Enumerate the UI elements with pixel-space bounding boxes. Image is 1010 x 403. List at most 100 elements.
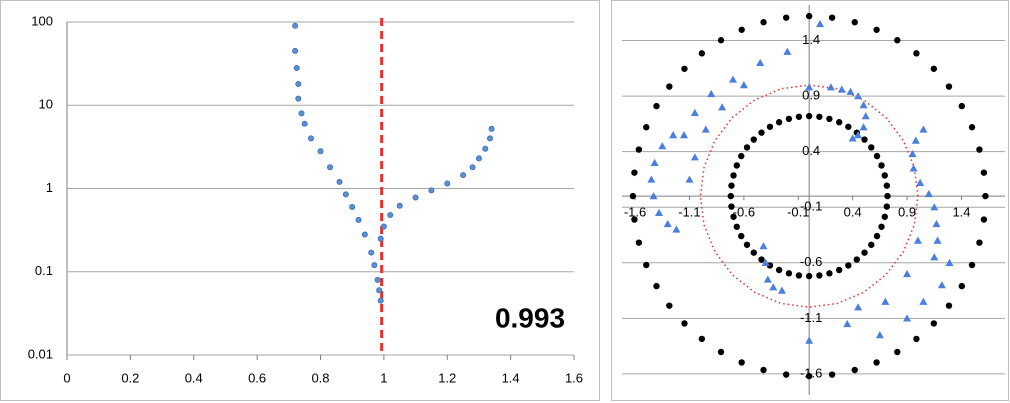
point [805,112,813,120]
point [763,275,772,283]
point [785,115,793,123]
point [881,297,890,305]
point [826,270,833,277]
point [932,219,941,228]
point [701,125,710,133]
point [782,14,790,21]
y-tick-label: 0.1 [35,263,53,278]
point [629,192,637,200]
point [878,223,885,230]
point [894,37,901,44]
y-tick-label: 10 [39,97,53,112]
point [301,120,308,127]
point [738,152,745,160]
x-tick-label: 0 [63,370,70,385]
point [933,236,942,244]
point [775,266,783,274]
point [650,158,659,166]
point [968,124,976,131]
point [945,258,954,266]
point [377,297,384,304]
point [968,261,976,269]
y-tick-label: 1 [46,180,53,195]
x-tick-label: 1.4 [952,205,970,220]
point [805,372,813,380]
point [428,187,435,194]
point [881,172,888,179]
y-tick-label: 100 [31,13,53,28]
point [805,336,814,344]
point [738,26,745,33]
x-tick-label: 0.6 [248,370,266,385]
point [653,102,660,110]
point [685,175,694,183]
point [728,203,735,210]
point [295,95,302,102]
point [919,297,928,305]
point [730,213,737,220]
point [760,366,767,374]
x-tick-label: -1.6 [624,205,646,220]
point [295,80,302,87]
point [631,216,638,223]
chart-frame [0,0,600,401]
point [654,208,663,216]
point [631,169,638,176]
point [733,223,740,230]
point [805,272,813,280]
point [681,65,688,72]
point [848,134,857,142]
point [930,320,938,327]
point [958,282,966,290]
point [653,282,660,290]
point [853,256,861,263]
threshold-label: 0.993 [495,302,565,333]
point [976,146,983,153]
point [698,50,706,57]
point [883,203,891,210]
point [643,261,650,269]
point [924,189,933,198]
point [883,182,891,189]
point [635,146,643,153]
point [649,192,658,200]
point [317,148,324,155]
point [837,85,846,93]
point [666,302,673,309]
point [730,172,737,179]
point [292,47,299,54]
point [854,92,863,100]
point [743,144,751,151]
point [672,225,681,233]
point [707,89,716,98]
point [387,212,394,219]
point [805,12,813,20]
point [958,102,966,110]
point [775,119,783,126]
point [777,286,786,294]
point [717,37,725,44]
point [913,335,920,343]
x-tick-label: -0.1 [787,205,809,220]
point [738,232,745,240]
point [743,241,751,248]
point [475,155,482,162]
point [690,108,699,116]
point [374,276,381,283]
point [826,83,835,91]
point [292,22,299,29]
point [868,241,875,248]
point [980,216,988,223]
point [760,19,767,26]
x-tick-label: 0.2 [121,370,139,385]
point [795,113,803,120]
point [916,178,925,186]
point [759,242,768,250]
point [976,239,983,246]
point [718,103,727,111]
point [903,269,912,278]
point [355,216,362,223]
point [861,249,868,256]
point [845,262,852,269]
